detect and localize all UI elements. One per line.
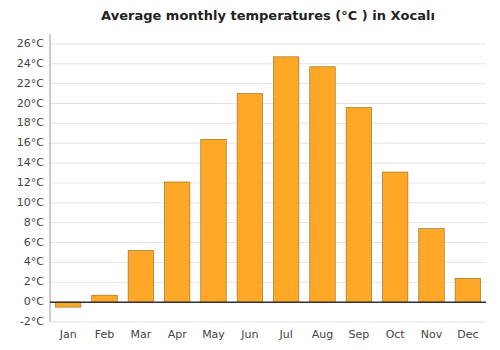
x-tick-label: Oct: [386, 328, 406, 341]
bar: [346, 107, 371, 302]
bar: [419, 229, 444, 302]
grid-line: [50, 123, 486, 124]
x-tick-label: Dec: [457, 328, 478, 341]
y-tick-label: 6°C: [24, 236, 44, 249]
grid-line: [50, 202, 486, 203]
x-tick-label: Feb: [95, 328, 114, 341]
grid-line: [50, 83, 486, 84]
bar: [310, 67, 335, 302]
y-tick-labels: -2°C 0°C 2°C 4°C 6°C 8°C 10°C 12°C 14°C 16°C 18°C 2…: [17, 37, 44, 328]
y-axis-line: [50, 34, 51, 322]
bar: [382, 172, 407, 302]
grid-line: [50, 103, 486, 104]
y-tick-label: 18°C: [17, 116, 44, 129]
x-tick-label: Apr: [168, 328, 188, 341]
grid-line: [50, 43, 486, 44]
y-tick-label: 26°C: [17, 37, 44, 50]
y-tick-label: 12°C: [17, 176, 44, 189]
y-tick-label: 14°C: [17, 156, 44, 169]
bar: [164, 182, 189, 302]
chart: Average monthly temperatures (°C ) in Xo…: [0, 0, 500, 350]
y-tick-label: 4°C: [24, 255, 44, 268]
y-tick-label: 0°C: [24, 295, 44, 308]
x-tick-label: Jul: [279, 328, 293, 341]
bar: [237, 94, 262, 303]
bars: [55, 57, 480, 307]
bar: [201, 139, 226, 302]
grid-line: [50, 222, 486, 223]
x-tick-label: Mar: [130, 328, 151, 341]
x-tick-label: Sep: [348, 328, 369, 341]
grid-line: [50, 63, 486, 64]
x-tick-label: Aug: [312, 328, 333, 341]
bar: [92, 295, 117, 302]
grid-line: [50, 143, 486, 144]
x-tick-label: Nov: [421, 328, 443, 341]
y-tick-label: -2°C: [20, 315, 44, 328]
grid-line: [50, 322, 486, 323]
zero-line: [50, 301, 486, 303]
bar: [455, 278, 480, 302]
y-tick-label: 20°C: [17, 97, 44, 110]
bar: [128, 250, 153, 302]
grid-line: [50, 182, 486, 183]
grid: [50, 44, 486, 322]
grid-line: [50, 302, 486, 303]
y-tick-label: 22°C: [17, 77, 44, 90]
y-tick-label: 10°C: [17, 196, 44, 209]
x-tick-label: Jan: [59, 328, 77, 341]
x-tick-labels: Jan Feb Mar Apr May Jun Jul Aug Sep Oct Nov Dec: [59, 328, 479, 341]
y-tick-label: 16°C: [17, 136, 44, 149]
y-tick-label: 24°C: [17, 57, 44, 70]
x-tick-label: May: [202, 328, 225, 341]
y-tick-label: 8°C: [24, 216, 44, 229]
title: Average monthly temperatures (°C ) in Xo…: [101, 8, 435, 23]
y-tick-label: 2°C: [24, 275, 44, 288]
bar: [273, 57, 298, 302]
grid-line: [50, 163, 486, 164]
x-tick-label: Jun: [240, 328, 258, 341]
